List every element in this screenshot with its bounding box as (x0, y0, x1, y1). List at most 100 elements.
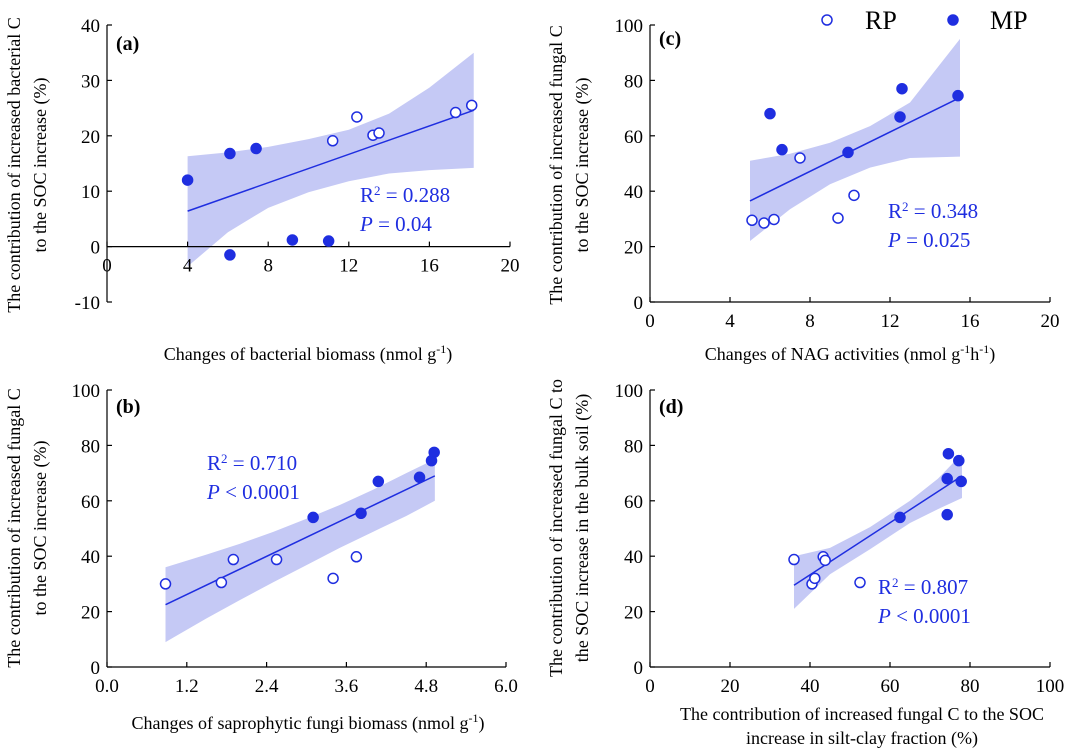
y-axis-title: the SOC increase in the bulk soil (%) (572, 394, 593, 662)
x-tick-label: 20 (501, 256, 520, 277)
y-tick-label: 20 (624, 603, 643, 624)
p-value-label: P < 0.0001 (206, 480, 300, 504)
y-tick-label: 0 (634, 658, 644, 679)
mp-point (355, 507, 367, 520)
y-tick-label: 80 (81, 436, 100, 457)
mp-point (224, 147, 236, 160)
rp-point (159, 578, 172, 590)
rp-point (854, 576, 866, 589)
y-tick-label: 40 (81, 16, 100, 37)
mp-point (428, 446, 440, 459)
p-value-label: P < 0.0001 (877, 604, 971, 628)
y-tick-label: 60 (81, 492, 100, 513)
x-tick-label: 0 (645, 676, 655, 697)
y-axis-title: to the SOC increase (%) (572, 78, 593, 253)
legend-mp-label: MP (990, 6, 1028, 35)
mp-point (776, 143, 788, 156)
x-tick-label: 8 (263, 256, 273, 277)
rp-point (227, 553, 240, 566)
mp-point (941, 508, 953, 521)
rp-point (768, 213, 780, 226)
rp-point (373, 127, 385, 139)
x-tick-label: 2.4 (255, 676, 279, 697)
panel-c: 0 4 8 12 16 20 0 20 40 60 80 100 (c) R2 = 0.348 P = 0.… (546, 16, 1060, 365)
panel-d: 0 20 40 60 80 100 0 20 40 60 80 100 (d) R2 = 0.807 P <… (546, 379, 1064, 749)
legend-rp-marker (821, 14, 833, 26)
x-tick-label: 16 (420, 256, 439, 277)
r-squared-label: R2 = 0.288 (360, 183, 450, 208)
y-tick-label: 30 (81, 71, 100, 92)
x-axis-title: Changes of NAG activities (nmol g-1h-1) (705, 342, 995, 365)
y-tick-label: 80 (624, 436, 643, 457)
mp-point (894, 111, 906, 123)
mp-point (250, 142, 262, 155)
mp-point (896, 82, 908, 95)
rp-point (848, 189, 860, 202)
legend-mp-marker (947, 14, 959, 26)
y-axis-title: to the SOC increase (%) (30, 441, 51, 616)
x-tick-label: 12 (881, 311, 900, 332)
y-tick-label: 100 (615, 16, 644, 37)
y-tick-label: 20 (81, 603, 100, 624)
y-axis-title: The contribution of increased bacterial … (4, 17, 24, 312)
y-axis-title: to the SOC increase (%) (30, 78, 51, 253)
rp-point (270, 553, 283, 566)
x-tick-label: 4 (725, 311, 735, 332)
y-axis-title: The contribution of increased fungal C t… (546, 379, 566, 677)
x-tick-label: 16 (961, 311, 980, 332)
mp-point (224, 249, 236, 261)
x-tick-label: 60 (881, 676, 900, 697)
x-axis-title: increase in silt-clay fraction (%) (746, 728, 978, 749)
y-tick-label: 0 (634, 293, 644, 314)
mp-point (764, 107, 776, 120)
y-tick-label: 40 (81, 547, 100, 568)
rp-point (351, 111, 363, 123)
x-tick-label: 80 (961, 676, 980, 697)
panel-label: (b) (116, 396, 140, 418)
x-tick-label: 4.8 (414, 676, 438, 697)
rp-point (809, 572, 821, 585)
rp-point (326, 135, 339, 147)
y-tick-label: 60 (624, 127, 643, 148)
x-tick-label: 0 (645, 311, 655, 332)
x-tick-label: 12 (339, 256, 358, 277)
y-tick-label: 0 (91, 238, 101, 259)
panel-label: (a) (116, 33, 139, 55)
rp-point (758, 217, 770, 229)
p-value-label: P = 0.04 (359, 212, 432, 236)
x-tick-label: 40 (801, 676, 820, 697)
p-value-label: P = 0.025 (887, 228, 970, 252)
x-tick-label: 4 (183, 256, 193, 277)
rp-point (327, 572, 339, 585)
x-tick-label: 8 (805, 311, 815, 332)
rp-point (819, 554, 831, 567)
mp-point (941, 472, 953, 485)
x-axis-title: Changes of saprophytic fungi biomass (nm… (132, 711, 485, 734)
r-squared-label: R2 = 0.348 (888, 199, 978, 224)
mp-point (286, 234, 299, 246)
mp-point (894, 511, 906, 524)
x-tick-label: 20 (721, 676, 740, 697)
mp-point (955, 475, 967, 488)
x-tick-label: 100 (1036, 676, 1065, 697)
rp-point (465, 99, 478, 112)
x-axis-title: The contribution of increased fungal C t… (680, 704, 1044, 724)
legend: RP MP (821, 6, 1028, 35)
x-tick-label: 1.2 (175, 676, 199, 697)
y-tick-label: 40 (624, 182, 643, 203)
legend-rp-label: RP (865, 6, 897, 35)
rp-point (832, 212, 844, 224)
y-tick-label: 100 (72, 381, 101, 402)
y-tick-label: 10 (81, 182, 100, 203)
regression-line (187, 109, 474, 212)
rp-point (449, 106, 462, 119)
x-tick-label: 20 (1041, 311, 1060, 332)
rp-point (746, 214, 758, 227)
rp-point (788, 553, 800, 566)
x-tick-label: 6.0 (494, 676, 518, 697)
rp-point (794, 152, 806, 164)
regression-line (165, 475, 436, 606)
r-squared-label: R2 = 0.710 (207, 451, 297, 476)
